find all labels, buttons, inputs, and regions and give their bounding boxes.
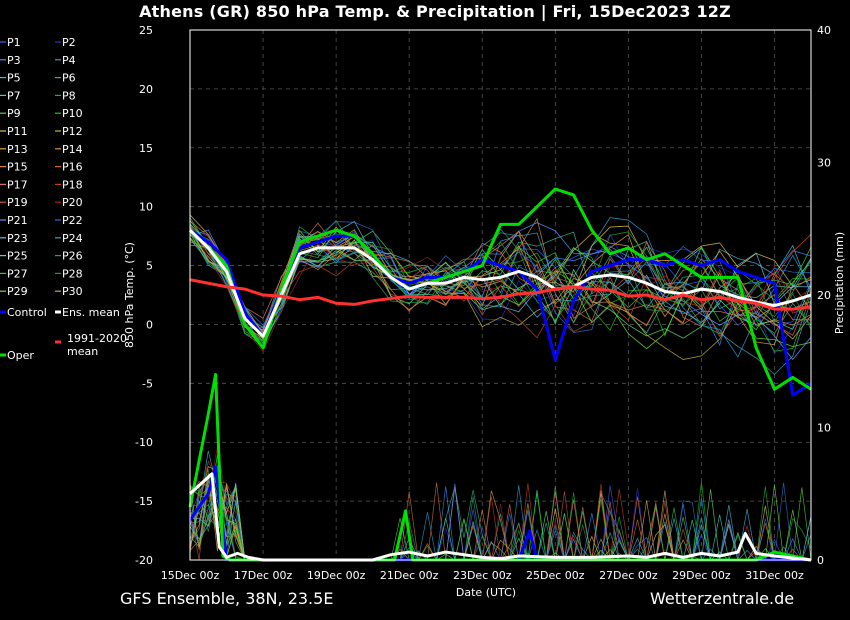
ensemble-member-line xyxy=(189,231,812,342)
y-tick-label: 25 xyxy=(139,24,153,37)
legend-label: P21 xyxy=(7,214,28,227)
footer-model-info: GFS Ensemble, 38N, 23.5E xyxy=(120,589,334,608)
x-tick-label: 21Dec 00z xyxy=(380,569,439,582)
ensemble-member-line xyxy=(189,217,812,333)
legend-label: P23 xyxy=(7,232,28,245)
temp-line-oper xyxy=(188,187,812,391)
legend-label: Control xyxy=(7,306,47,319)
ensemble-member-line xyxy=(189,227,812,355)
y-tick-label: 5 xyxy=(146,260,153,273)
y2-tick-label: 20 xyxy=(817,289,831,302)
legend-label: P11 xyxy=(7,125,28,138)
y-tick-label: 20 xyxy=(139,83,153,96)
legend-label: 1991-2020 mean xyxy=(67,332,127,358)
legend-label: P1 xyxy=(7,36,21,49)
legend-label: P8 xyxy=(62,89,76,102)
x-tick-label: 15Dec 00z xyxy=(161,569,220,582)
ensemble-member-line xyxy=(189,220,812,330)
y2-axis-label: Precipitation (mm) xyxy=(833,232,846,334)
plot-frame xyxy=(189,29,812,561)
footer-site-name: Wetterzentrale.de xyxy=(650,589,795,608)
y2-tick-label: 40 xyxy=(817,24,831,37)
ensemble-member-precip-line xyxy=(189,446,811,561)
legend-label: P10 xyxy=(62,107,83,120)
legend-label: P18 xyxy=(62,178,83,191)
precipitation-series xyxy=(188,373,812,562)
x-axis-ticks: 15Dec 00z 17Dec 00z 19Dec 00z 21Dec 00z 23De… xyxy=(161,569,804,582)
legend-label: P5 xyxy=(7,72,21,85)
legend-label: P13 xyxy=(7,143,28,156)
x-tick-label: 31Dec 00z xyxy=(745,569,804,582)
legend-label: P14 xyxy=(62,143,83,156)
y-tick-label: -20 xyxy=(135,554,153,567)
legend-label: P30 xyxy=(62,285,83,298)
y2-tick-label: 0 xyxy=(817,554,824,567)
x-tick-label: 23Dec 00z xyxy=(453,569,512,582)
y-tick-label: 0 xyxy=(146,318,153,331)
legend-label: P20 xyxy=(62,196,83,209)
legend-label: P24 xyxy=(62,232,83,245)
y-axis-ticks: 25 20 15 10 5 0 -5 -10 -15 -20 xyxy=(135,24,153,567)
legend-label: P4 xyxy=(62,54,76,67)
x-tick-label: 27Dec 00z xyxy=(599,569,658,582)
chart-title: Athens (GR) 850 hPa Temp. & Precipitatio… xyxy=(139,2,731,21)
legend-label: P19 xyxy=(7,196,28,209)
temp-line-control xyxy=(189,228,812,397)
y2-tick-label: 10 xyxy=(817,422,831,435)
y-axis-label: 850 hPa Temp. (°C) xyxy=(123,242,136,348)
legend-label: P27 xyxy=(7,267,28,280)
legend-label: P25 xyxy=(7,250,28,263)
legend-label: P2 xyxy=(62,36,76,49)
legend-label: P3 xyxy=(7,54,21,67)
ensemble-member-precip-line xyxy=(189,485,811,562)
legend-label: P15 xyxy=(7,161,28,174)
legend-label: P16 xyxy=(62,161,83,174)
legend-label: P22 xyxy=(62,214,83,227)
x-tick-label: 29Dec 00z xyxy=(672,569,731,582)
y-tick-label: 15 xyxy=(139,142,153,155)
x-axis-label: Date (UTC) xyxy=(456,586,516,599)
x-tick-label: 17Dec 00z xyxy=(234,569,293,582)
precip-line-ens-mean xyxy=(188,472,812,562)
legend-label: P7 xyxy=(7,89,21,102)
legend-label: Ens. mean xyxy=(62,306,120,319)
legend-label: P17 xyxy=(7,178,28,191)
legend-label: P28 xyxy=(62,267,83,280)
y-tick-label: -5 xyxy=(142,377,153,390)
y2-tick-label: 30 xyxy=(817,157,831,170)
x-tick-label: 19Dec 00z xyxy=(307,569,366,582)
temperature-series xyxy=(188,187,812,397)
ensemble-member-precip-line xyxy=(189,510,811,561)
y-tick-label: 10 xyxy=(139,201,153,214)
ensemble-member-line xyxy=(189,228,812,375)
legend-label: P6 xyxy=(62,72,76,85)
y-tick-label: -15 xyxy=(135,495,153,508)
y-tick-label: -10 xyxy=(135,436,153,449)
legend-label: P29 xyxy=(7,285,28,298)
temp-line-1991-2020-mean xyxy=(189,278,812,311)
precip-line-oper xyxy=(188,373,812,562)
legend-label: Oper xyxy=(7,349,34,362)
legend-label: P12 xyxy=(62,125,83,138)
y2-axis-ticks: 40 30 20 10 0 xyxy=(817,24,831,567)
legend-label: P9 xyxy=(7,107,21,120)
x-tick-label: 25Dec 00z xyxy=(526,569,585,582)
legend: P1 P2 P3 P4 P5 P6 P7 P8 P9 P10 P11 P12 P13 P14 P15 P16 P… xyxy=(0,36,127,362)
temp-line-ens-mean xyxy=(188,229,812,338)
legend-label: P26 xyxy=(62,250,83,263)
